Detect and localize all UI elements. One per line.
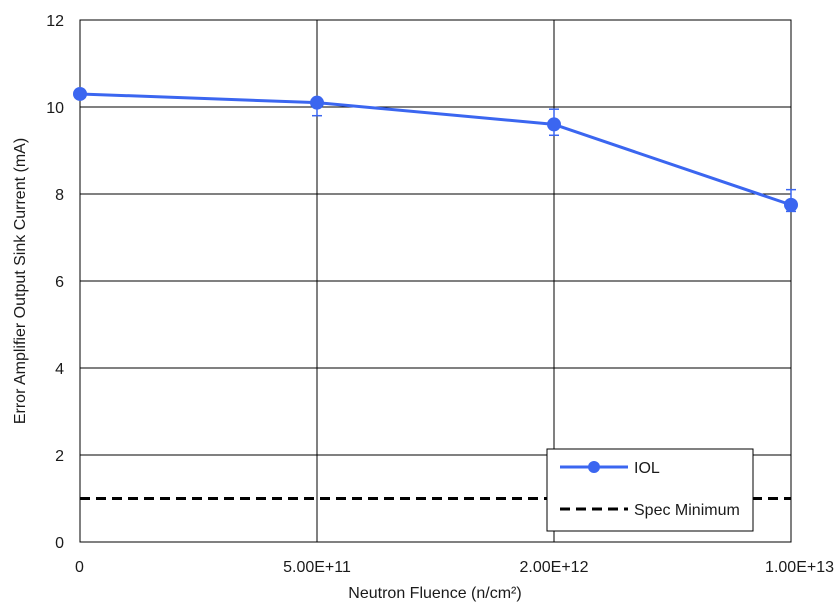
y-tick-label: 10 (46, 100, 64, 117)
x-axis-title: Neutron Fluence (n/cm²) (348, 585, 521, 602)
y-tick-label: 0 (55, 535, 64, 552)
x-tick-label: 1.00E+13 (765, 559, 834, 576)
x-tick-labels: 0 5.00E+11 2.00E+12 1.00E+13 (75, 559, 834, 576)
y-tick-labels: 0 2 4 6 8 10 12 (46, 13, 64, 552)
legend-box (546, 448, 754, 532)
legend-iol-marker (588, 461, 600, 473)
iol-point (310, 95, 324, 110)
y-tick-label: 2 (55, 448, 64, 465)
iol-point (784, 197, 798, 212)
iol-point (73, 86, 87, 101)
y-tick-label: 4 (55, 361, 64, 378)
x-tick-label: 2.00E+12 (520, 559, 589, 576)
legend: IOL Spec Minimum (546, 448, 754, 532)
y-tick-label: 6 (55, 274, 64, 291)
x-tick-label: 0 (75, 559, 84, 576)
iol-point (547, 117, 561, 132)
iol-line (79, 92, 792, 207)
y-tick-label: 8 (55, 187, 64, 204)
legend-spec-label: Spec Minimum (634, 502, 740, 519)
x-tick-label: 5.00E+11 (283, 559, 351, 576)
legend-iol-label: IOL (634, 460, 660, 477)
y-axis-title: Error Amplifier Output Sink Current (mA) (12, 138, 29, 424)
y-tick-label: 12 (46, 13, 64, 30)
